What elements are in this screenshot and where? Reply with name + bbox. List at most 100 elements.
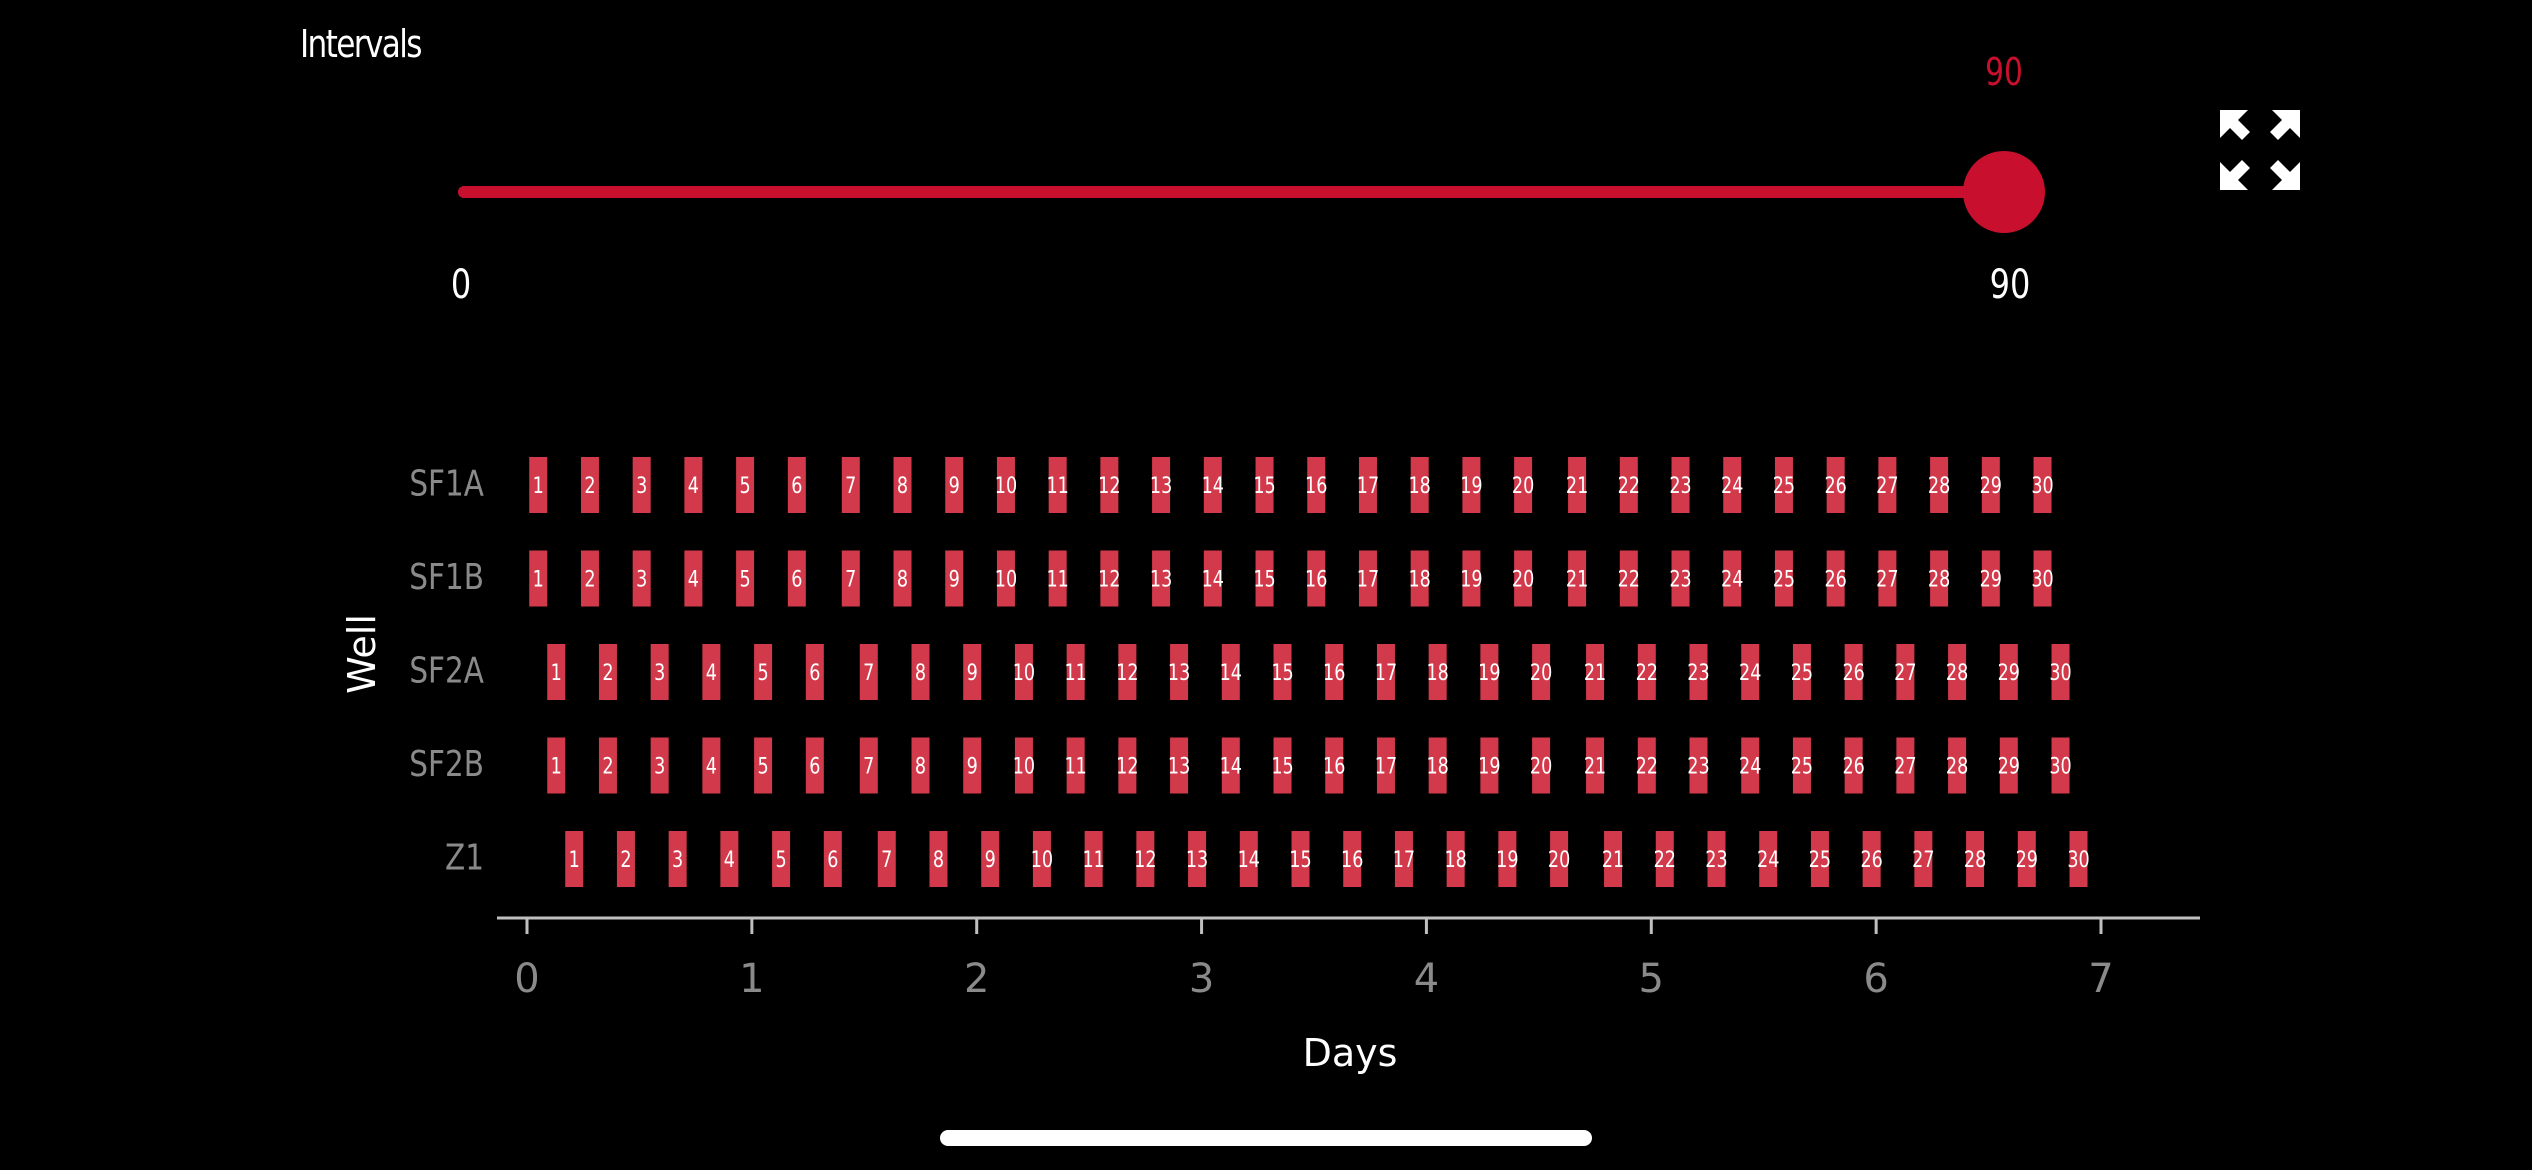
- interval-bar[interactable]: [1741, 644, 1760, 700]
- interval-bar[interactable]: [547, 737, 566, 794]
- interval-bar[interactable]: [1410, 457, 1429, 513]
- interval-bar[interactable]: [772, 831, 791, 887]
- interval-bar[interactable]: [702, 644, 721, 700]
- interval-bar[interactable]: [1514, 457, 1533, 513]
- intervals-slider-track[interactable]: [458, 186, 2004, 198]
- interval-bar[interactable]: [650, 644, 669, 700]
- interval-bar[interactable]: [1948, 737, 1967, 794]
- interval-bar[interactable]: [1084, 831, 1103, 887]
- interval-bar[interactable]: [1981, 550, 2000, 607]
- interval-bar[interactable]: [2017, 831, 2036, 887]
- interval-bar[interactable]: [1255, 457, 1274, 513]
- interval-bar[interactable]: [1291, 831, 1310, 887]
- interval-bar[interactable]: [787, 550, 806, 607]
- interval-bar[interactable]: [1844, 737, 1863, 794]
- interval-bar[interactable]: [754, 737, 773, 794]
- interval-bar[interactable]: [720, 831, 739, 887]
- interval-bar[interactable]: [1604, 831, 1623, 887]
- interval-bar[interactable]: [1498, 831, 1517, 887]
- interval-bar[interactable]: [702, 737, 721, 794]
- interval-bar[interactable]: [1358, 457, 1377, 513]
- interval-bar[interactable]: [1948, 644, 1967, 700]
- interval-bar[interactable]: [1774, 550, 1793, 607]
- interval-bar[interactable]: [1446, 831, 1465, 887]
- interval-bar[interactable]: [859, 737, 878, 794]
- interval-bar[interactable]: [1637, 737, 1656, 794]
- interval-bar[interactable]: [2051, 737, 2070, 794]
- interval-bar[interactable]: [1999, 644, 2018, 700]
- interval-bar[interactable]: [1203, 550, 1222, 607]
- interval-bar[interactable]: [1480, 644, 1499, 700]
- interval-bar[interactable]: [1655, 831, 1674, 887]
- interval-bar[interactable]: [877, 831, 896, 887]
- interval-bar[interactable]: [996, 550, 1015, 607]
- interval-bar[interactable]: [1844, 644, 1863, 700]
- interval-bar[interactable]: [1810, 831, 1829, 887]
- interval-bar[interactable]: [547, 644, 566, 700]
- interval-bar[interactable]: [1637, 644, 1656, 700]
- interval-bar[interactable]: [580, 550, 599, 607]
- interval-bar[interactable]: [1048, 550, 1067, 607]
- interval-bar[interactable]: [1152, 550, 1171, 607]
- interval-bar[interactable]: [1358, 550, 1377, 607]
- interval-bar[interactable]: [963, 644, 982, 700]
- interval-bar[interactable]: [823, 831, 842, 887]
- interval-bar[interactable]: [1826, 457, 1845, 513]
- interval-bar[interactable]: [1759, 831, 1778, 887]
- interval-bar[interactable]: [1862, 831, 1881, 887]
- interval-bar[interactable]: [1325, 737, 1344, 794]
- expand-arrows-icon[interactable]: [2218, 108, 2302, 192]
- interval-bar[interactable]: [1066, 644, 1085, 700]
- interval-bar[interactable]: [1100, 550, 1119, 607]
- interval-bar[interactable]: [1930, 550, 1949, 607]
- interval-bar[interactable]: [1221, 644, 1240, 700]
- interval-bar[interactable]: [565, 831, 584, 887]
- interval-bar[interactable]: [1307, 550, 1326, 607]
- interval-bar[interactable]: [1203, 457, 1222, 513]
- interval-bar[interactable]: [632, 457, 651, 513]
- interval-bar[interactable]: [632, 550, 651, 607]
- interval-bar[interactable]: [859, 644, 878, 700]
- interval-bar[interactable]: [1532, 644, 1551, 700]
- interval-bar[interactable]: [1966, 831, 1985, 887]
- interval-bar[interactable]: [1619, 457, 1638, 513]
- interval-bar[interactable]: [841, 457, 860, 513]
- interval-bar[interactable]: [1048, 457, 1067, 513]
- interval-bar[interactable]: [1152, 457, 1171, 513]
- interval-bar[interactable]: [1100, 457, 1119, 513]
- interval-bar[interactable]: [1930, 457, 1949, 513]
- interval-bar[interactable]: [1428, 644, 1447, 700]
- interval-bar[interactable]: [736, 550, 755, 607]
- interval-bar[interactable]: [1170, 737, 1189, 794]
- interval-bar[interactable]: [1255, 550, 1274, 607]
- interval-bar[interactable]: [1586, 644, 1605, 700]
- interval-bar[interactable]: [650, 737, 669, 794]
- interval-bar[interactable]: [1273, 737, 1292, 794]
- interval-bar[interactable]: [1514, 550, 1533, 607]
- interval-bar[interactable]: [1532, 737, 1551, 794]
- interval-bar[interactable]: [1188, 831, 1207, 887]
- interval-bar[interactable]: [684, 550, 703, 607]
- interval-bar[interactable]: [1619, 550, 1638, 607]
- interval-bar[interactable]: [1221, 737, 1240, 794]
- interval-bar[interactable]: [529, 457, 548, 513]
- interval-bar[interactable]: [1878, 457, 1897, 513]
- interval-bar[interactable]: [911, 737, 930, 794]
- home-indicator[interactable]: [940, 1130, 1592, 1146]
- interval-bar[interactable]: [1671, 457, 1690, 513]
- interval-bar[interactable]: [1671, 550, 1690, 607]
- interval-bar[interactable]: [1410, 550, 1429, 607]
- interval-bar[interactable]: [1723, 550, 1742, 607]
- interval-bar[interactable]: [963, 737, 982, 794]
- interval-bar[interactable]: [1394, 831, 1413, 887]
- interval-bar[interactable]: [1774, 457, 1793, 513]
- interval-bar[interactable]: [1723, 457, 1742, 513]
- interval-bar[interactable]: [1480, 737, 1499, 794]
- interval-bar[interactable]: [598, 737, 617, 794]
- interval-bar[interactable]: [1689, 737, 1708, 794]
- interval-bar[interactable]: [1568, 550, 1587, 607]
- interval-bar[interactable]: [616, 831, 635, 887]
- interval-bar[interactable]: [1981, 457, 2000, 513]
- interval-bar[interactable]: [1325, 644, 1344, 700]
- interval-bar[interactable]: [1376, 644, 1395, 700]
